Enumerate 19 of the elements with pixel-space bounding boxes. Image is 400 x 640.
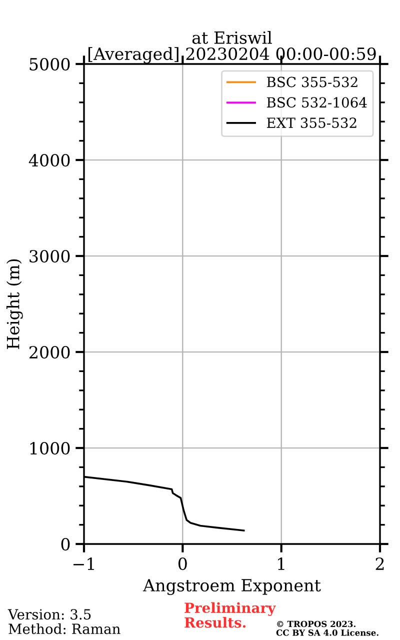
x-axis-title: Angstroem Exponent bbox=[142, 579, 321, 596]
y-tick-label: 1000 bbox=[30, 442, 70, 455]
y-tick-label: 3000 bbox=[30, 250, 70, 263]
legend-label: BSC 532-1064 bbox=[266, 97, 367, 108]
legend-label: EXT 355-532 bbox=[266, 118, 356, 128]
text: Preliminary Results. bbox=[184, 602, 276, 628]
y-tick-label: 5000 bbox=[30, 58, 70, 71]
y-axis-title: Height (m) bbox=[6, 259, 23, 350]
x-tick-label: 0 bbox=[178, 557, 187, 570]
x-tick-label: 1 bbox=[278, 557, 284, 570]
y-tick-label: 0 bbox=[61, 538, 70, 551]
chart-title: at Eriswil [Averaged] 20230204 00:00-00:59 bbox=[88, 31, 376, 64]
legend-label: BSC 355-532 bbox=[266, 76, 358, 88]
x-tick-label: −1 bbox=[73, 557, 94, 570]
x-tick-label: 2 bbox=[376, 557, 384, 570]
text: © TROPOS 2023. CC BY SA 4.0 License. bbox=[276, 620, 378, 636]
text: Version: 3.5 Method: Raman bbox=[8, 609, 120, 634]
y-tick-label: 4000 bbox=[28, 154, 70, 167]
y-tick-label: 2000 bbox=[30, 346, 70, 359]
